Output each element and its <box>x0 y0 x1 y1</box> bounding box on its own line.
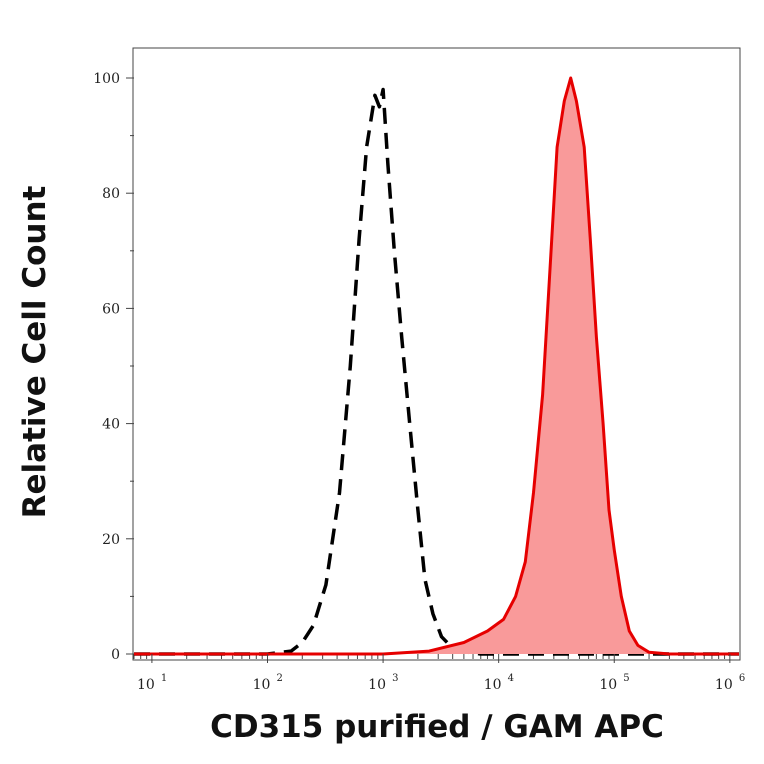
y-tick-label-0: 0 <box>111 647 120 663</box>
x-tick-label-0: 10 <box>137 677 155 693</box>
x-tick-label-2: 10 <box>368 677 386 693</box>
y-tick-label-2: 40 <box>102 417 120 433</box>
y-tick-label-4: 80 <box>102 186 120 202</box>
x-axis-title: CD315 purified / GAM APC <box>210 709 664 745</box>
x-tick-exponent-1: 2 <box>276 673 282 684</box>
y-tick-label-1: 20 <box>102 532 120 548</box>
x-tick-label-3: 10 <box>484 677 502 693</box>
x-tick-exponent-2: 3 <box>392 673 398 684</box>
y-tick-labels: 0 20 40 60 80 100 <box>93 71 134 663</box>
x-tick-exponent-5: 6 <box>739 673 745 684</box>
x-tick-labels: 10 1 10 2 10 3 10 4 10 5 10 6 <box>137 654 745 693</box>
series-0-line <box>134 87 739 656</box>
series-1-line <box>134 76 739 656</box>
plot-area-frame <box>132 47 741 661</box>
x-tick-label-1: 10 <box>253 677 271 693</box>
y-minor-ticks <box>130 135 134 597</box>
y-tick-label-3: 60 <box>102 301 120 317</box>
x-tick-exponent-3: 4 <box>508 673 514 684</box>
series-1-area <box>134 78 739 654</box>
y-axis-title: Relative Cell Count <box>17 185 53 518</box>
x-tick-label-5: 10 <box>715 677 733 693</box>
y-tick-label-5: 100 <box>93 71 120 87</box>
x-tick-exponent-4: 5 <box>623 673 629 684</box>
series-layer <box>134 76 739 656</box>
x-tick-exponent-0: 1 <box>161 673 167 684</box>
x-tick-label-4: 10 <box>599 677 617 693</box>
